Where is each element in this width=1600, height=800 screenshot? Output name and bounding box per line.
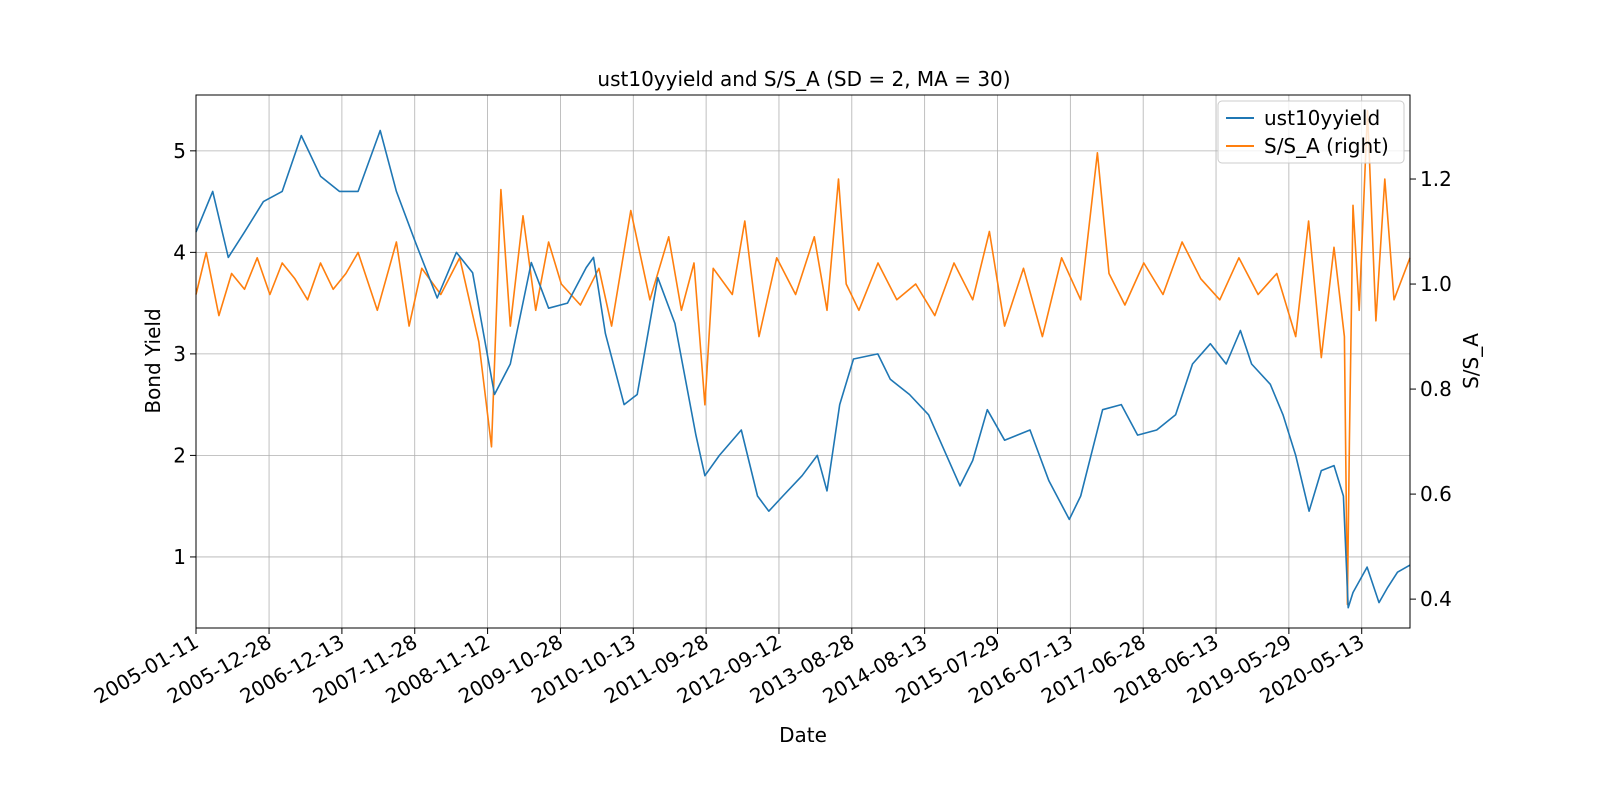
y-axis-label-right: S/S_A xyxy=(1459,333,1483,389)
legend-label-ss-a: S/S_A (right) xyxy=(1264,134,1389,158)
x-axis-label: Date xyxy=(779,723,827,747)
legend: ust10yyield S/S_A (right) xyxy=(1217,100,1405,164)
chart-title: ust10yyield and S/S_A (SD = 2, MA = 30) xyxy=(597,67,1010,91)
grid xyxy=(195,95,1410,628)
y-tick-label-right: 0.6 xyxy=(1420,482,1452,506)
legend-label-ust10yyield: ust10yyield xyxy=(1264,106,1380,130)
y-tick-label-left: 1 xyxy=(173,545,186,569)
y-axis-right: 0.4 0.6 0.8 1.0 1.2 xyxy=(1410,167,1452,611)
y-tick-label-right: 1.2 xyxy=(1420,167,1452,191)
series-line-ust10yyield xyxy=(195,129,1411,609)
y-tick-label-left: 4 xyxy=(173,240,186,264)
y-tick-label-right: 1.0 xyxy=(1420,272,1452,296)
plot-frame xyxy=(195,94,1411,629)
series-layer xyxy=(195,110,1411,609)
y-tick-label-left: 3 xyxy=(173,342,186,366)
legend-box xyxy=(1217,100,1405,164)
y-tick-label-left: 2 xyxy=(173,443,186,467)
y-tick-label-right: 0.8 xyxy=(1420,377,1452,401)
y-tick-label-right: 0.4 xyxy=(1420,587,1452,611)
y-axis-left: 1 2 3 4 5 xyxy=(173,139,196,569)
y-tick-label-left: 5 xyxy=(173,139,186,163)
y-axis-label-left: Bond Yield xyxy=(141,308,165,413)
series-line-s-s-a-right xyxy=(195,110,1411,606)
